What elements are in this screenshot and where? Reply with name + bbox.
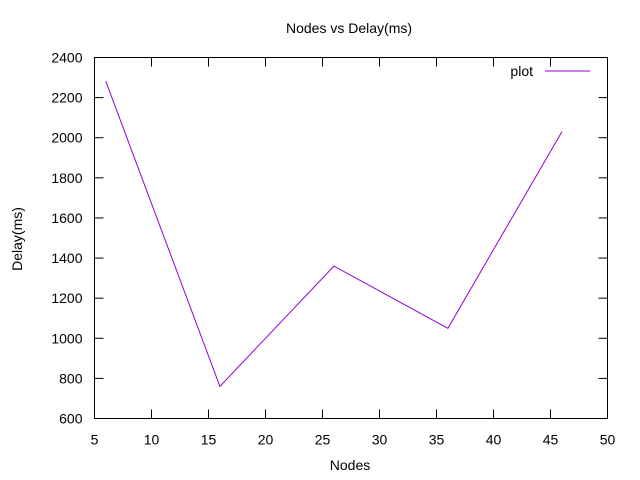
- y-tick-label: 1200: [51, 290, 82, 306]
- y-axis-ticks: [94, 97, 608, 379]
- x-tick-label: 45: [543, 432, 559, 448]
- y-tick-label: 800: [59, 370, 83, 386]
- y-tick-label: 1600: [51, 210, 82, 226]
- x-tick-label: 5: [91, 432, 99, 448]
- plot-frame: [94, 57, 608, 419]
- x-tick-label: 40: [486, 432, 502, 448]
- y-tick-label: 2200: [51, 90, 82, 106]
- series-line: [105, 81, 563, 388]
- y-axis-tick-labels: 600 800 1000 1200 1400 1600 1800 2000 2200 2400: [51, 50, 82, 427]
- y-tick-label: 600: [59, 411, 83, 427]
- x-tick-label: 50: [600, 432, 616, 448]
- x-tick-label: 20: [258, 432, 274, 448]
- y-tick-label: 1000: [51, 330, 82, 346]
- x-axis-tick-labels: 5 10 15 20 25 30 35 40 45 50: [91, 432, 616, 448]
- y-tick-label: 2000: [51, 130, 82, 146]
- x-tick-label: 15: [201, 432, 217, 448]
- legend: plot: [510, 63, 590, 79]
- series-lines: [105, 81, 563, 388]
- x-tick-label: 35: [429, 432, 445, 448]
- y-tick-label: 1800: [51, 170, 82, 186]
- chart-title: Nodes vs Delay(ms): [286, 20, 412, 36]
- y-axis-label: Delay(ms): [9, 207, 25, 271]
- x-tick-label: 25: [315, 432, 331, 448]
- x-axis-ticks: [151, 57, 551, 419]
- x-axis-label: Nodes: [330, 457, 370, 473]
- legend-label: plot: [510, 63, 533, 79]
- y-tick-label: 2400: [51, 50, 82, 66]
- x-tick-label: 10: [144, 432, 160, 448]
- y-tick-label: 1400: [51, 250, 82, 266]
- x-tick-label: 30: [372, 432, 388, 448]
